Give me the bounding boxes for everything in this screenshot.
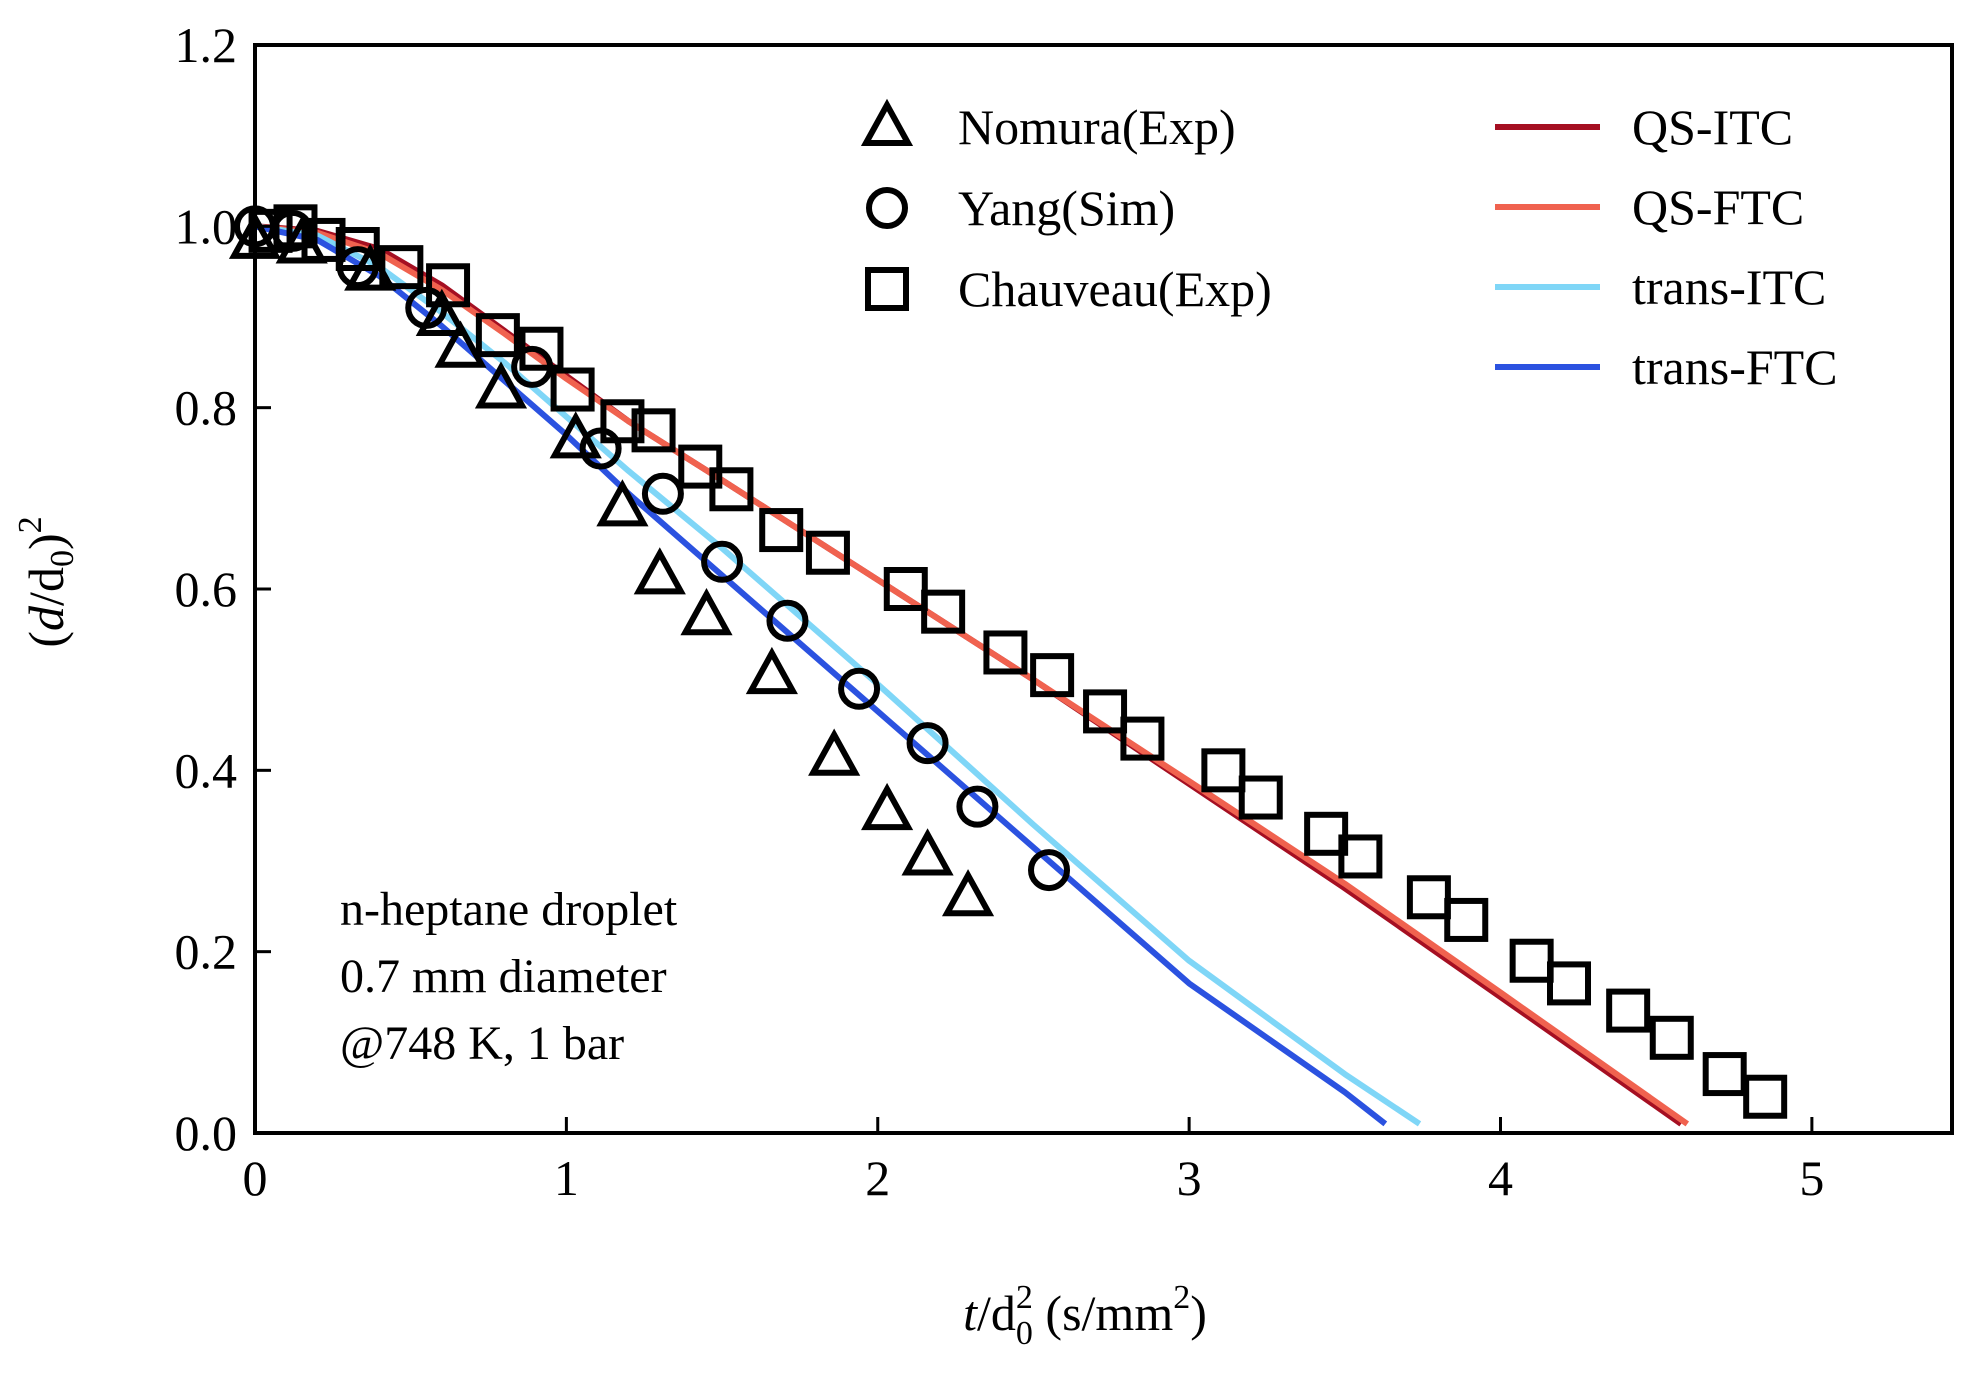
x-tick-label: 0 xyxy=(243,1150,268,1206)
nomura-exp-point xyxy=(596,479,649,527)
chauveau-exp-point xyxy=(475,313,520,358)
chauveau-exp-point xyxy=(921,589,966,634)
chauveau-exp-point xyxy=(1547,961,1592,1006)
annotation: n-heptane droplet 0.7 mm diameter @748 K… xyxy=(340,883,678,1070)
chauveau-exp-point xyxy=(805,530,850,575)
annotation-line: @748 K, 1 bar xyxy=(340,1017,624,1070)
series-yang-sim xyxy=(234,205,1071,892)
annotation-line: 0.7 mm diameter xyxy=(340,950,667,1003)
legend-label: QS-ITC xyxy=(1632,99,1793,155)
chauveau-exp-point xyxy=(1201,748,1246,793)
legend-label: Nomura(Exp) xyxy=(958,99,1236,155)
chauveau-exp-point xyxy=(248,208,293,253)
chauveau-exp-point xyxy=(1702,1052,1747,1097)
yang-sim-point xyxy=(956,785,999,828)
nomura-exp-point xyxy=(474,361,528,409)
yang-sim-point xyxy=(838,667,881,710)
chauveau-exp-point xyxy=(1338,834,1383,879)
nomura-exp-point xyxy=(633,547,686,595)
y-tick-label: 0.4 xyxy=(175,742,238,798)
chauveau-exp-point xyxy=(600,399,645,444)
chauveau-exp-point xyxy=(1649,1015,1694,1060)
nomura-exp-point xyxy=(415,288,468,336)
chauveau-exp-point xyxy=(1743,1074,1788,1119)
chauveau-exp-point xyxy=(1509,938,1554,983)
marker-series-layer xyxy=(228,204,1788,1119)
x-tick-label: 3 xyxy=(1177,1150,1202,1206)
chauveau-exp-point xyxy=(1238,775,1283,820)
chauveau-exp-point xyxy=(1030,653,1075,698)
nomura-exp-point xyxy=(808,728,861,776)
y-tick-label: 1.2 xyxy=(175,17,238,73)
legend-lines: QS-ITC QS-FTC trans-ITC trans-FTC xyxy=(1495,99,1838,395)
y-tick-label: 0.0 xyxy=(175,1105,238,1161)
yang-sim-point xyxy=(641,472,684,515)
yang-sim-point xyxy=(1028,849,1071,892)
x-axis-title: t/d2 0 (s/mm2) xyxy=(963,1279,1207,1352)
chauveau-exp-point xyxy=(759,508,804,553)
chauveau-exp-point xyxy=(379,245,424,290)
axis-ticks: 0 1 2 3 4 5 0.0 0.2 0.4 0.6 0.8 1.0 1.2 xyxy=(175,17,1825,1206)
chauveau-exp-point xyxy=(631,408,676,453)
legend-label: Chauveau(Exp) xyxy=(958,261,1272,317)
yang-sim-point xyxy=(701,540,744,583)
chauveau-exp-point xyxy=(1304,811,1349,856)
nomura-exp-point xyxy=(861,782,914,831)
legend-label: QS-FTC xyxy=(1632,179,1804,235)
y-tick-label: 0.2 xyxy=(175,924,238,980)
nomura-exp-point xyxy=(434,320,487,368)
chauveau-exp-point xyxy=(519,326,564,371)
legend-marker-yang-sim xyxy=(866,187,908,229)
chauveau-exp-point xyxy=(1606,988,1651,1033)
chauveau-exp-point xyxy=(883,567,928,611)
chauveau-exp-point xyxy=(273,204,318,249)
series-chauveau-exp xyxy=(248,204,1788,1119)
chauveau-exp-point xyxy=(678,444,723,489)
chauveau-exp-point xyxy=(426,263,471,308)
chauveau-exp-point xyxy=(1083,689,1128,734)
nomura-exp-point xyxy=(745,646,798,695)
x-tick-label: 5 xyxy=(1799,1150,1824,1206)
legend-marker-chauveau-exp xyxy=(865,267,909,311)
x-tick-label: 4 xyxy=(1488,1150,1513,1206)
y-axis-title: (d/d0)2 xyxy=(12,516,81,647)
chauveau-exp-point xyxy=(335,227,380,271)
nomura-exp-point xyxy=(680,587,733,636)
legend-label: Yang(Sim) xyxy=(958,180,1175,236)
legend-markers: Nomura(Exp) Yang(Sim) Chauveau(Exp) xyxy=(860,98,1272,317)
chauveau-exp-point xyxy=(1444,897,1489,942)
y-tick-label: 0.6 xyxy=(175,561,238,617)
chauveau-exp-point xyxy=(709,467,754,512)
legend-label: trans-ITC xyxy=(1632,259,1826,315)
nomura-exp-point xyxy=(941,869,995,917)
legend-marker-nomura-exp xyxy=(860,98,914,146)
x-tick-label: 1 xyxy=(554,1150,579,1206)
chauveau-exp-point xyxy=(1406,875,1451,920)
annotation-line: n-heptane droplet xyxy=(340,883,678,936)
x-tick-label: 2 xyxy=(865,1150,890,1206)
y-tick-label: 0.8 xyxy=(175,380,238,436)
yang-sim-point xyxy=(766,599,809,642)
yang-sim-point xyxy=(906,722,949,765)
chauveau-exp-point xyxy=(983,630,1028,675)
chauveau-exp-point xyxy=(301,217,346,262)
legend-label: trans-FTC xyxy=(1632,339,1838,395)
y-tick-label: 1.0 xyxy=(175,198,238,254)
chauveau-exp-point xyxy=(1120,716,1165,761)
chauveau-exp-point xyxy=(550,367,595,412)
nomura-exp-point xyxy=(901,828,954,876)
series-nomura-exp xyxy=(228,211,995,917)
